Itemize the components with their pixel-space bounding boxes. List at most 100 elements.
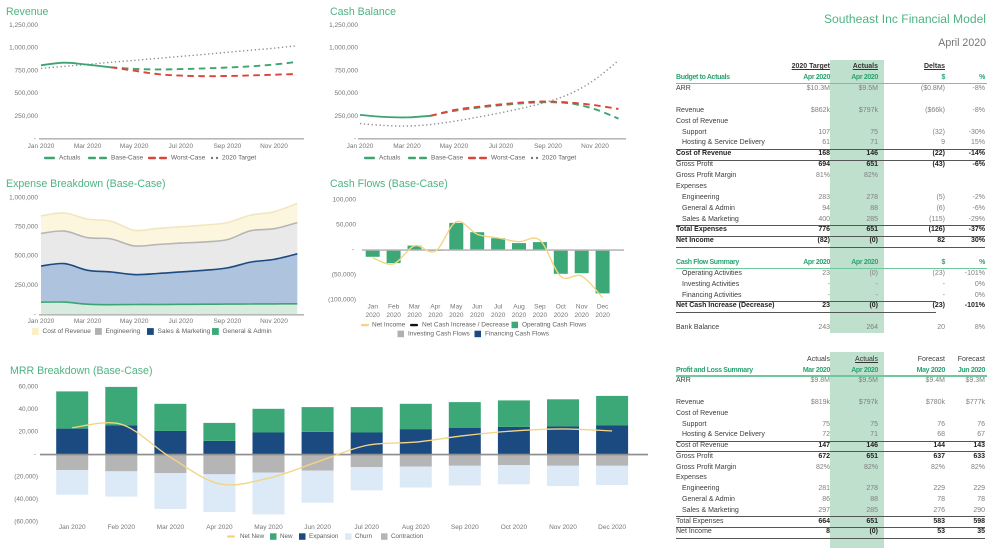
- svg-text:1,250,000: 1,250,000: [329, 22, 358, 29]
- svg-text:May 2020: May 2020: [254, 524, 283, 531]
- svg-text:Expansion: Expansion: [309, 533, 339, 540]
- svg-text:Dec: Dec: [597, 304, 609, 311]
- svg-text:Jul 2020: Jul 2020: [489, 143, 514, 150]
- svg-text:Mar: Mar: [409, 304, 421, 311]
- svg-text:Net New: Net New: [240, 533, 265, 540]
- svg-text:Mar 2020: Mar 2020: [393, 143, 421, 150]
- svg-text:1,250,000: 1,250,000: [9, 22, 38, 29]
- svg-text:-: -: [34, 136, 36, 143]
- svg-text:2020 Target: 2020 Target: [222, 155, 256, 162]
- svg-text:Aug 2020: Aug 2020: [402, 524, 430, 531]
- svg-text:100,000: 100,000: [333, 196, 357, 203]
- svg-text:Revenue: Revenue: [6, 6, 49, 18]
- svg-text:General & Admin: General & Admin: [223, 328, 273, 335]
- svg-text:60,000: 60,000: [18, 383, 38, 390]
- svg-text:250,000: 250,000: [15, 113, 39, 120]
- svg-text:Dec 2020: Dec 2020: [598, 524, 626, 531]
- svg-text:2020: 2020: [491, 312, 506, 319]
- svg-text:Jun: Jun: [472, 304, 483, 311]
- svg-text:Apr 2020: Apr 2020: [206, 524, 233, 531]
- svg-text:1,000,000: 1,000,000: [9, 194, 38, 201]
- svg-text:Nov 2020: Nov 2020: [260, 143, 288, 150]
- svg-text:Oct: Oct: [556, 304, 566, 311]
- svg-text:Aug: Aug: [513, 304, 525, 311]
- svg-text:Jul 2020: Jul 2020: [169, 143, 194, 150]
- svg-text:Feb: Feb: [388, 304, 400, 311]
- svg-text:Sep: Sep: [534, 304, 546, 311]
- svg-text:Worst-Case: Worst-Case: [171, 155, 206, 162]
- svg-text:250,000: 250,000: [335, 113, 359, 120]
- svg-text:750,000: 750,000: [335, 67, 359, 74]
- svg-text:-: -: [34, 311, 36, 318]
- svg-text:1,000,000: 1,000,000: [329, 45, 358, 52]
- svg-text:2020: 2020: [574, 312, 589, 319]
- svg-text:Sep 2020: Sep 2020: [213, 143, 241, 150]
- svg-text:-: -: [352, 247, 354, 254]
- svg-text:Cash Flows (Base-Case): Cash Flows (Base-Case): [330, 178, 448, 190]
- svg-text:-: -: [354, 136, 356, 143]
- svg-text:500,000: 500,000: [335, 90, 359, 97]
- svg-text:Mar 2020: Mar 2020: [74, 143, 102, 150]
- svg-text:(50,000): (50,000): [332, 272, 356, 279]
- svg-text:Oct 2020: Oct 2020: [501, 524, 528, 531]
- svg-text:(20,000): (20,000): [14, 474, 38, 481]
- svg-text:Net Cash Increase / Decrease: Net Cash Increase / Decrease: [422, 322, 509, 329]
- svg-text:Jul: Jul: [494, 304, 503, 311]
- svg-text:Nov 2020: Nov 2020: [549, 524, 577, 531]
- svg-text:(100,000): (100,000): [328, 297, 356, 304]
- svg-text:2020: 2020: [407, 312, 422, 319]
- svg-text:Actuals: Actuals: [379, 155, 401, 162]
- svg-text:750,000: 750,000: [15, 224, 39, 231]
- svg-text:Nov 2020: Nov 2020: [581, 143, 609, 150]
- svg-text:Worst-Case: Worst-Case: [491, 155, 526, 162]
- svg-text:Cost of Revenue: Cost of Revenue: [43, 328, 92, 335]
- svg-text:250,000: 250,000: [15, 282, 39, 289]
- svg-text:2020: 2020: [595, 312, 610, 319]
- svg-text:Jan 2020: Jan 2020: [347, 143, 374, 150]
- svg-text:(60,000): (60,000): [14, 519, 38, 526]
- svg-text:500,000: 500,000: [15, 253, 39, 260]
- svg-text:Sep 2020: Sep 2020: [534, 143, 562, 150]
- svg-text:Churn: Churn: [355, 533, 373, 540]
- svg-text:Expense Breakdown (Base-Case): Expense Breakdown (Base-Case): [6, 178, 166, 190]
- svg-text:(40,000): (40,000): [14, 496, 38, 503]
- svg-text:2020 Target: 2020 Target: [542, 155, 576, 162]
- svg-text:Jan 2020: Jan 2020: [28, 318, 55, 325]
- svg-text:Feb 2020: Feb 2020: [108, 524, 136, 531]
- svg-text:Jan 2020: Jan 2020: [28, 143, 55, 150]
- svg-text:Nov: Nov: [576, 304, 588, 311]
- svg-text:Engineering: Engineering: [106, 328, 141, 335]
- svg-text:Jan 2020: Jan 2020: [59, 524, 86, 531]
- svg-text:2020: 2020: [386, 312, 401, 319]
- svg-text:40,000: 40,000: [18, 406, 38, 413]
- svg-text:Nov 2020: Nov 2020: [260, 318, 288, 325]
- svg-text:Contraction: Contraction: [391, 533, 424, 540]
- svg-text:Jul 2020: Jul 2020: [354, 524, 379, 531]
- svg-text:2020: 2020: [554, 312, 569, 319]
- svg-text:2020: 2020: [428, 312, 443, 319]
- svg-text:Cash Balance: Cash Balance: [330, 6, 396, 18]
- svg-text:50,000: 50,000: [336, 221, 356, 228]
- svg-text:May 2020: May 2020: [120, 143, 149, 150]
- svg-text:Mar 2020: Mar 2020: [157, 524, 185, 531]
- svg-text:2020: 2020: [533, 312, 548, 319]
- svg-text:2020: 2020: [365, 312, 380, 319]
- svg-text:Sep 2020: Sep 2020: [451, 524, 479, 531]
- svg-text:Net Income: Net Income: [372, 322, 406, 329]
- svg-text:750,000: 750,000: [15, 67, 39, 74]
- svg-text:2020: 2020: [449, 312, 464, 319]
- svg-text:Investing Cash Flows: Investing Cash Flows: [408, 331, 471, 338]
- svg-text:May 2020: May 2020: [120, 318, 149, 325]
- svg-text:Mar 2020: Mar 2020: [74, 318, 102, 325]
- svg-text:1,000,000: 1,000,000: [9, 45, 38, 52]
- svg-text:Actuals: Actuals: [59, 155, 81, 162]
- svg-text:Apr: Apr: [430, 304, 441, 311]
- svg-text:Jun 2020: Jun 2020: [304, 524, 331, 531]
- svg-text:New: New: [280, 533, 293, 540]
- svg-text:Base-Case: Base-Case: [431, 155, 464, 162]
- svg-text:May 2020: May 2020: [440, 143, 469, 150]
- svg-text:Operating Cash Flows: Operating Cash Flows: [522, 322, 587, 329]
- svg-text:Jul 2020: Jul 2020: [169, 318, 194, 325]
- svg-text:Sales & Marketing: Sales & Marketing: [158, 328, 211, 335]
- svg-text:May: May: [450, 304, 463, 311]
